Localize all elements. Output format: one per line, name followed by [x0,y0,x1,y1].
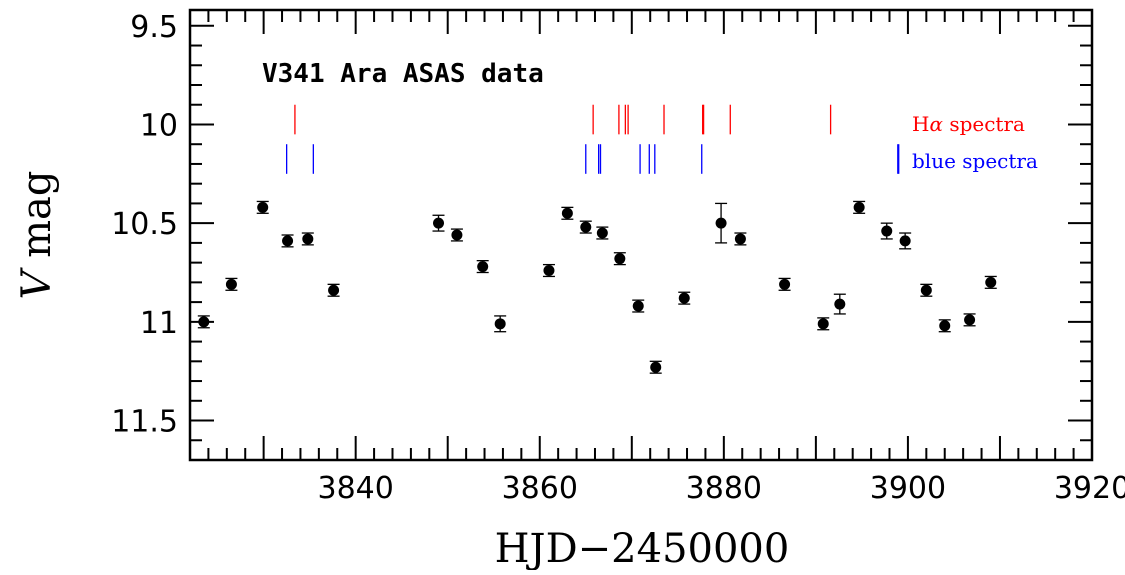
data-point-marker [328,284,340,296]
data-point-marker [257,201,269,213]
data-point [632,299,645,313]
data-point [450,228,463,242]
data-point-marker [225,278,237,290]
data-point [301,232,314,246]
data-point [561,206,574,220]
y-axis-title: V mag [14,171,60,300]
data-point-marker [596,227,608,239]
data-point [432,214,445,232]
data-point [920,283,933,297]
data-point-marker [433,217,445,229]
data-point [984,275,997,289]
data-point-marker [282,235,294,247]
data-point [963,313,976,327]
plot-frame [188,8,1094,462]
y-tick-label: 11 [140,306,178,341]
data-point [899,232,912,250]
data-point-marker [817,318,829,330]
data-point [649,360,662,374]
y-tick-label: 10.5 [111,207,178,242]
data-point-marker [632,300,644,312]
data-point-marker [198,316,210,328]
data-point-marker [614,253,626,265]
data-point [542,263,555,278]
data-point-marker [715,217,727,229]
data-point [596,226,609,240]
y-tick-label: 10 [140,108,178,143]
data-point [494,315,507,333]
x-tick-label: 3860 [502,471,578,506]
y-axis-title-italic: V [14,267,60,300]
data-point [256,200,269,214]
data-point [281,234,294,248]
data-point [327,283,340,297]
data-point [579,220,592,234]
data-point [778,277,791,291]
data-point [734,232,747,246]
data-point [880,222,893,240]
data-point [225,277,238,291]
data-point-marker [853,201,865,213]
x-tick-label: 3880 [686,471,762,506]
data-point-marker [779,278,791,290]
data-point-marker [939,320,951,332]
x-tick-label: 3840 [317,471,393,506]
data-point-marker [734,233,746,245]
data-point [613,252,626,266]
data-point-marker [834,298,846,310]
spectra-markers [285,104,900,174]
data-point-marker [477,261,489,273]
data-point [853,200,866,214]
data-point-marker [561,207,573,219]
legend-blue-spectra: blue spectra [912,149,1038,173]
y-tick-label: 9.5 [130,10,178,45]
data-point [833,293,846,315]
data-point [817,317,830,331]
legend-halpha-spectra: Hα spectra [912,112,1025,136]
data-point-marker [494,318,506,330]
data-point-marker [881,225,893,237]
chart-title: V341 Ara ASAS data [262,59,544,89]
data-point-marker [920,284,932,296]
data-point [938,319,951,333]
x-tick-label: 3920 [1054,471,1125,506]
data-point-marker [899,235,911,247]
legend-halpha-greek: α [929,112,943,136]
data-point-marker [650,361,662,373]
data-point-marker [964,314,976,326]
data-point-marker [678,292,690,304]
legend-halpha-suffix: spectra [943,112,1025,136]
data-point [678,291,691,305]
y-tick-label: 11.5 [111,405,178,440]
data-points [197,200,997,374]
data-point-marker [985,276,997,288]
plot-border [188,8,1094,462]
axis-ticks [189,10,1093,461]
x-tick-label: 3900 [870,471,946,506]
data-point-marker [302,233,314,245]
legend-halpha-prefix: H [912,112,929,136]
data-point [715,202,728,244]
data-point-marker [580,221,592,233]
data-point [197,315,210,329]
tick-labels: 3840 3860 3880 3900 3920 9.5 10 10.5 11 11.5 [111,10,1125,506]
y-axis-title-rest: mag [14,171,60,271]
data-point-marker [451,229,463,241]
x-axis-title: HJD−2450000 [495,526,790,570]
data-point-marker [543,265,555,277]
data-point [476,260,489,274]
